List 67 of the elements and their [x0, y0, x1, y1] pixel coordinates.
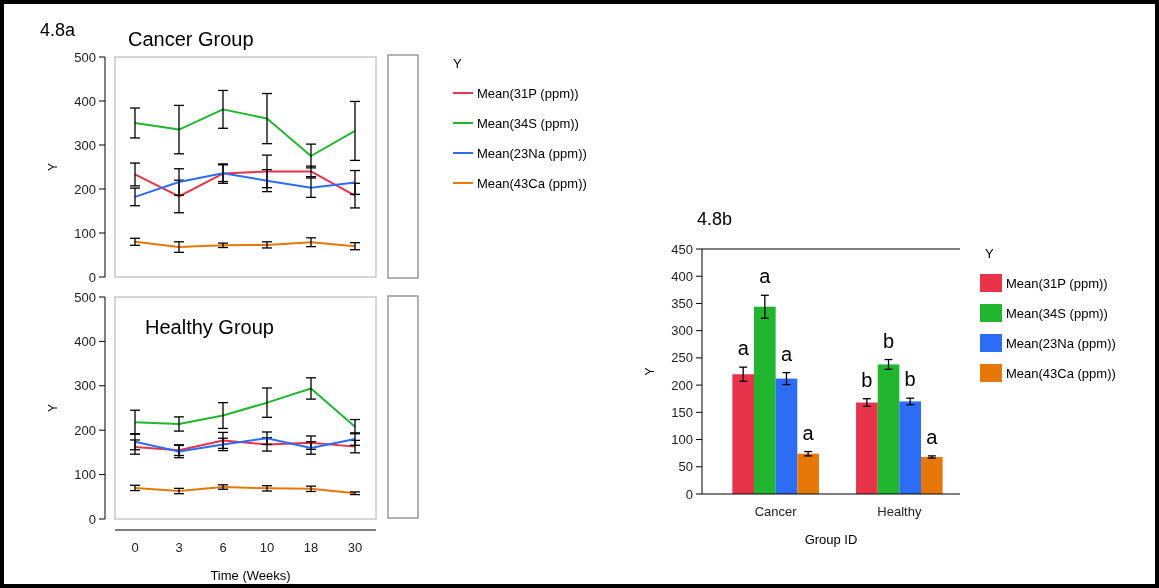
- x-tick-label: 0: [131, 540, 139, 555]
- legend-label: Mean(23Na (ppm)): [477, 145, 587, 161]
- y-tick-label: 50: [678, 459, 693, 475]
- line-series: [134, 486, 356, 495]
- y-tick-label: 450: [671, 241, 693, 257]
- data-label: a: [926, 425, 939, 448]
- text: 4.8b: [697, 209, 733, 229]
- data-label: a: [780, 342, 793, 365]
- bar: [920, 456, 943, 494]
- y-tick-label: 400: [671, 268, 693, 284]
- bar: [732, 374, 755, 494]
- legend-label: Mean(34S (ppm)): [1006, 305, 1108, 321]
- text: 4.8a: [40, 20, 77, 40]
- x-axis-title: Group ID: [804, 532, 858, 547]
- y-axis-title: Y: [643, 367, 657, 376]
- y-tick-label: 100: [74, 467, 96, 483]
- bar: [754, 306, 776, 494]
- legend-title: Y: [985, 245, 994, 261]
- data-label: a: [802, 421, 815, 444]
- y-tick-label: 300: [74, 378, 96, 394]
- bar: [877, 364, 900, 494]
- y-axis-title: Y: [46, 162, 60, 172]
- data-label: b: [882, 329, 895, 352]
- legend-label: Mean(31P (ppm)): [477, 85, 579, 101]
- x-tick-label: Cancer: [754, 504, 798, 519]
- text: Healthy Group: [145, 316, 274, 338]
- legend-title: Y: [453, 55, 462, 71]
- legend-label: Mean(43Ca (ppm)): [477, 175, 587, 191]
- x-tick-label: 3: [175, 540, 183, 555]
- x-tick-label: 10: [259, 540, 275, 555]
- y-tick-label: 200: [74, 422, 96, 438]
- bar: [775, 378, 798, 494]
- y-tick-label: 400: [74, 93, 96, 109]
- legend-label: Mean(34S (ppm)): [477, 115, 579, 131]
- data-label: b: [861, 368, 873, 391]
- legend-label: Mean(23Na (ppm)): [1006, 335, 1116, 351]
- y-tick-label: 100: [74, 225, 96, 241]
- x-tick-label: Healthy: [877, 504, 922, 519]
- line-series: [134, 387, 356, 428]
- x-tick-label: 30: [347, 540, 363, 555]
- line-series: [134, 108, 356, 157]
- y-axis-title: Y: [46, 403, 60, 413]
- y-tick-label: 0: [88, 269, 96, 285]
- x-tick-label: 18: [303, 540, 319, 555]
- y-tick-label: 150: [671, 404, 693, 420]
- y-tick-label: 350: [671, 295, 693, 311]
- bar: [899, 401, 921, 494]
- data-label: a: [737, 337, 750, 360]
- y-tick-label: 500: [74, 289, 96, 305]
- y-tick-label: 200: [671, 377, 693, 393]
- data-label: b: [904, 368, 916, 391]
- data-label: a: [759, 265, 772, 288]
- legend-label: Mean(31P (ppm)): [1006, 275, 1108, 291]
- y-tick-label: 200: [74, 181, 96, 197]
- y-tick-label: 0: [685, 486, 693, 502]
- bar: [797, 453, 819, 494]
- x-axis-title: Time (Weeks): [210, 568, 291, 583]
- y-tick-label: 250: [671, 350, 693, 366]
- y-tick-label: 100: [671, 432, 693, 448]
- y-tick-label: 500: [74, 49, 96, 65]
- y-tick-label: 400: [74, 333, 96, 349]
- x-tick-label: 6: [219, 540, 227, 555]
- y-tick-label: 300: [671, 323, 693, 339]
- chart-title: Cancer Group: [128, 28, 254, 50]
- y-tick-label: 300: [74, 137, 96, 153]
- legend-label: Mean(43Ca (ppm)): [1006, 365, 1116, 381]
- bar: [856, 402, 878, 494]
